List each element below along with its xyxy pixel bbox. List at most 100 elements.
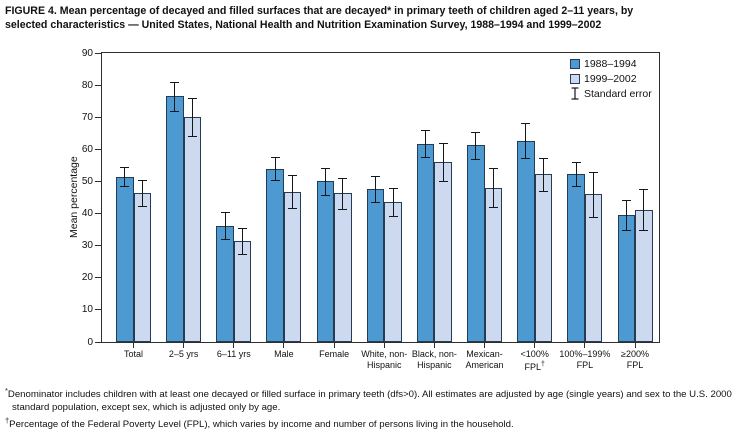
x-axis-tick (634, 343, 636, 348)
y-axis-tick-label: 0 (87, 336, 93, 348)
error-bar (392, 187, 394, 217)
footnotes: *Denominator includes children with at l… (5, 384, 732, 431)
error-bar (492, 168, 494, 208)
bar-1999-2002 (434, 162, 452, 342)
error-bar (324, 167, 326, 196)
footnote-dagger-marker: † (5, 416, 10, 426)
error-bar-cap-top (521, 123, 531, 124)
category-label: Male (239, 349, 329, 360)
y-axis-tick-label: 20 (81, 272, 93, 284)
category-label-line: 6–11 yrs (216, 349, 251, 359)
plot-area: 0 10 20 30 40 50 60 70 80 90 (82, 48, 660, 348)
error-bar-cap-bottom (589, 216, 599, 218)
category-label: Black, non- Hispanic (389, 349, 479, 370)
figure-title-line-2: selected characteristics — United States… (5, 18, 602, 31)
error-bar (242, 227, 244, 254)
error-bar-cap-top (538, 158, 548, 159)
bar-1999-2002 (484, 187, 503, 342)
bar-1999-2002 (334, 193, 352, 342)
error-bar-cap-bottom (421, 157, 431, 159)
y-axis-tick (95, 148, 101, 150)
x-axis-tick (283, 343, 285, 348)
y-axis-tick (95, 245, 101, 247)
error-bar-cap-top (571, 162, 581, 164)
category-label: 100%–199% FPL (540, 349, 630, 370)
error-bar-cap-top (639, 189, 649, 191)
y-axis-tick-label: 10 (81, 304, 93, 316)
x-axis-tick (383, 343, 385, 348)
category-label-line: <100% (520, 349, 549, 359)
error-bar (191, 97, 193, 137)
legend-item-1988-1994: 1988–1994 (570, 57, 652, 72)
error-bar-cap-top (270, 156, 280, 158)
error-bar (442, 143, 444, 182)
category-label-line: 2–5 yrs (168, 349, 199, 359)
error-bar-cap-bottom (170, 110, 180, 112)
category-label: ≥200% FPL (590, 349, 680, 370)
category-label: 6–11 yrs (189, 349, 279, 360)
error-bar-cap-top (471, 131, 481, 133)
error-bar-cap-bottom (320, 195, 330, 197)
category-label-line: Total (123, 349, 143, 359)
error-bar-cap-top (388, 187, 398, 189)
legend-item-1999-2002: 1999–2002 (570, 72, 652, 87)
bar-1988-1994 (116, 176, 134, 342)
error-bar-cap-bottom (639, 229, 649, 231)
category-label-line: Hispanic (366, 359, 402, 370)
category-label-line: American (465, 359, 504, 370)
error-bar-cap-bottom (471, 159, 481, 161)
bar-1988-1994 (366, 188, 385, 342)
error-bar (141, 180, 143, 207)
error-bar (542, 158, 544, 191)
chart-legend: 1988–1994 1999–2002 Standard error (570, 57, 652, 101)
y-axis-tick-label: 80 (81, 79, 93, 91)
x-axis-tick (133, 343, 134, 348)
error-bar-cap-bottom (338, 209, 348, 211)
bar-1988-1994 (416, 143, 435, 342)
error-bar (525, 123, 527, 159)
error-bar (625, 200, 627, 231)
category-label-line: FPL (626, 359, 644, 370)
y-axis-tick (95, 52, 101, 54)
error-bar-cap-top (621, 200, 631, 202)
error-bar (475, 131, 477, 160)
bar-1999-2002 (133, 193, 151, 342)
standard-error-icon (571, 87, 579, 100)
x-axis-tick (233, 343, 235, 348)
error-bar-cap-bottom (270, 180, 280, 182)
footnote-dagger: †Percentage of the Federal Poverty Level… (5, 414, 732, 431)
category-label-line: White, non- (361, 349, 408, 359)
dagger-superscript: † (540, 360, 545, 368)
y-axis-tick (95, 309, 101, 311)
legend-swatch-1999-2002-icon (570, 74, 580, 85)
category-label-line: ≥200% (621, 349, 649, 359)
error-bar-cap-top (438, 143, 448, 145)
error-bar (593, 171, 595, 217)
category-label: Female (289, 349, 379, 360)
error-bar-cap-bottom (371, 201, 380, 203)
bar-1988-1994 (316, 181, 335, 342)
error-bar-cap-top (238, 227, 248, 229)
footnote-dagger-text: Percentage of the Federal Poverty Level … (9, 419, 514, 431)
bar-1988-1994 (467, 145, 485, 342)
y-axis-tick-label: 30 (81, 240, 93, 252)
y-axis-tick (95, 277, 101, 279)
error-bar (224, 212, 226, 240)
y-axis-tick-label: 40 (81, 208, 93, 220)
error-bar-cap-top (137, 180, 147, 182)
error-bar (643, 189, 645, 230)
footnote-asterisk: *Denominator includes children with at l… (5, 384, 732, 414)
error-bar-cap-top (338, 177, 348, 179)
category-label: 2–5 yrs (139, 349, 229, 360)
bar-1988-1994 (517, 140, 535, 342)
figure-title-line-1: FIGURE 4. Mean percentage of decayed and… (5, 5, 634, 17)
error-bar (375, 175, 376, 202)
error-bar-cap-bottom (521, 158, 531, 160)
y-axis-tick (95, 180, 101, 182)
y-axis-tick (95, 84, 101, 86)
y-axis-tick-label: 90 (81, 47, 93, 59)
y-axis-tick-label: 70 (81, 111, 93, 123)
y-axis-tick (95, 341, 101, 343)
category-label-line: Black, non- (411, 349, 457, 359)
error-bar-cap-bottom (538, 190, 548, 192)
